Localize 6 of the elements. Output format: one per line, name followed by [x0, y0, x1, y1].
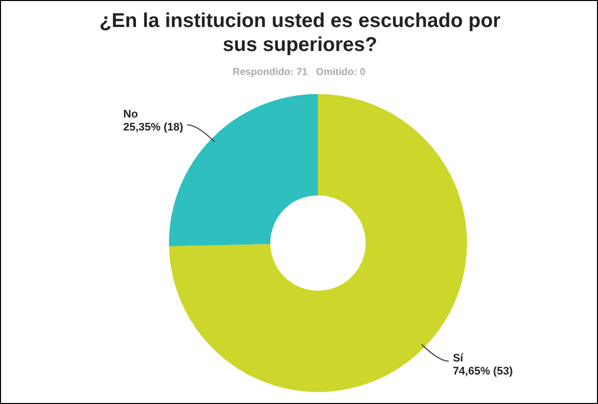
chart-title: ¿En la institucion usted es escuchado por sus superiores?: [98, 9, 502, 57]
slice-label: Sí: [452, 352, 464, 365]
slice-label: No: [123, 108, 138, 120]
data-label: 74,65% (53): [452, 366, 514, 378]
chart-subtitle: Respondido: 71 Omitido: 0: [232, 67, 366, 78]
data-label: 25,35% (18): [123, 121, 184, 134]
